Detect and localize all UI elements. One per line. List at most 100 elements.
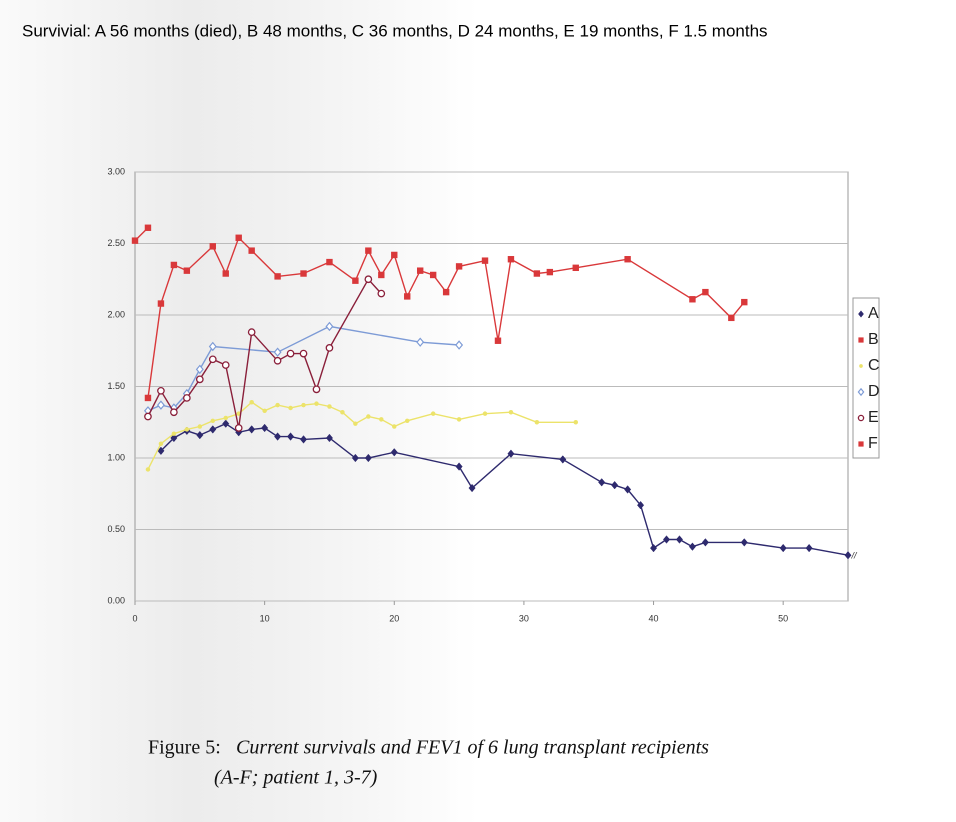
legend-marker: [857, 387, 865, 397]
marker: [416, 337, 425, 347]
marker: [455, 462, 463, 471]
series-line: [147, 278, 382, 429]
legend-label: D: [868, 383, 880, 400]
marker: [624, 256, 631, 263]
marker: [404, 293, 411, 300]
marker: [195, 364, 204, 375]
marker: [208, 355, 217, 364]
legend-marker: [857, 414, 865, 422]
marker: [366, 414, 371, 419]
marker: [662, 535, 671, 544]
marker: [844, 551, 852, 560]
x-tick-label: 40: [649, 613, 659, 623]
x-tick-label: 10: [260, 613, 270, 623]
marker: [482, 411, 488, 416]
marker: [248, 247, 255, 254]
marker: [455, 340, 464, 350]
series: [143, 321, 464, 416]
marker: [184, 427, 190, 432]
marker: [611, 480, 619, 490]
marker: [805, 543, 813, 553]
marker: [325, 321, 334, 332]
marker: [675, 535, 683, 544]
marker: [222, 270, 229, 277]
marker: [299, 349, 308, 358]
marker: [468, 483, 476, 493]
y-tick-label: 1.00: [107, 452, 125, 462]
marker: [650, 543, 658, 553]
marker: [598, 478, 606, 487]
marker: [171, 431, 177, 436]
marker: [456, 417, 462, 422]
marker: [157, 386, 165, 395]
marker: [534, 420, 540, 425]
marker: [209, 243, 216, 250]
y-tick-label: 0.00: [107, 595, 125, 605]
marker: [261, 423, 269, 433]
legend-marker: [858, 310, 864, 318]
marker: [392, 424, 397, 429]
marker: [430, 411, 436, 416]
marker: [300, 270, 307, 277]
marker: [235, 234, 242, 241]
marker: [183, 267, 191, 274]
caption-label: Figure 5:: [148, 737, 221, 759]
marker: [234, 424, 243, 432]
marker: [429, 271, 437, 279]
marker: [247, 328, 256, 337]
y-tick-label: 2.50: [107, 238, 125, 248]
marker: [779, 543, 787, 553]
marker: [340, 410, 345, 415]
marker: [275, 402, 280, 408]
marker: [637, 501, 645, 510]
marker: [364, 453, 372, 463]
marker: [131, 237, 139, 244]
marker: [156, 400, 165, 410]
marker: [208, 341, 217, 352]
marker: [378, 271, 385, 279]
marker: [688, 542, 696, 551]
marker: [222, 419, 230, 428]
legend-label: E: [868, 409, 879, 426]
marker: [170, 408, 178, 417]
y-tick-label: 2.00: [107, 309, 125, 319]
marker: [312, 385, 321, 394]
marker: [144, 224, 152, 231]
series: [144, 234, 748, 402]
marker: [377, 289, 386, 298]
marker: [157, 446, 165, 456]
marker: [273, 356, 282, 365]
marker: [209, 425, 217, 434]
marker: [327, 404, 332, 409]
marker: [197, 424, 203, 429]
x-tick-label: 30: [519, 613, 529, 623]
marker: [288, 405, 293, 411]
series: [145, 399, 579, 472]
legend-marker: [859, 364, 863, 368]
marker: [364, 275, 373, 284]
marker: [351, 453, 359, 463]
marker: [144, 412, 152, 421]
marker: [689, 296, 696, 303]
marker: [507, 256, 515, 263]
marker: [249, 399, 254, 405]
legend-label: B: [868, 331, 879, 348]
x-tick-label: 0: [132, 613, 137, 623]
marker: [546, 268, 554, 276]
marker: [404, 418, 410, 424]
marker: [325, 433, 333, 443]
marker: [301, 402, 306, 408]
marker: [196, 430, 204, 440]
marker: [273, 347, 282, 357]
legend-label: A: [868, 305, 879, 322]
caption-line2: (A-F; patient 1, 3-7): [214, 767, 378, 789]
marker: [223, 415, 228, 421]
marker: [170, 433, 178, 443]
marker: [559, 455, 567, 464]
series-line: [147, 325, 460, 412]
marker: [183, 394, 191, 402]
y-tick-label: 0.50: [107, 524, 125, 534]
marker: [210, 418, 216, 424]
